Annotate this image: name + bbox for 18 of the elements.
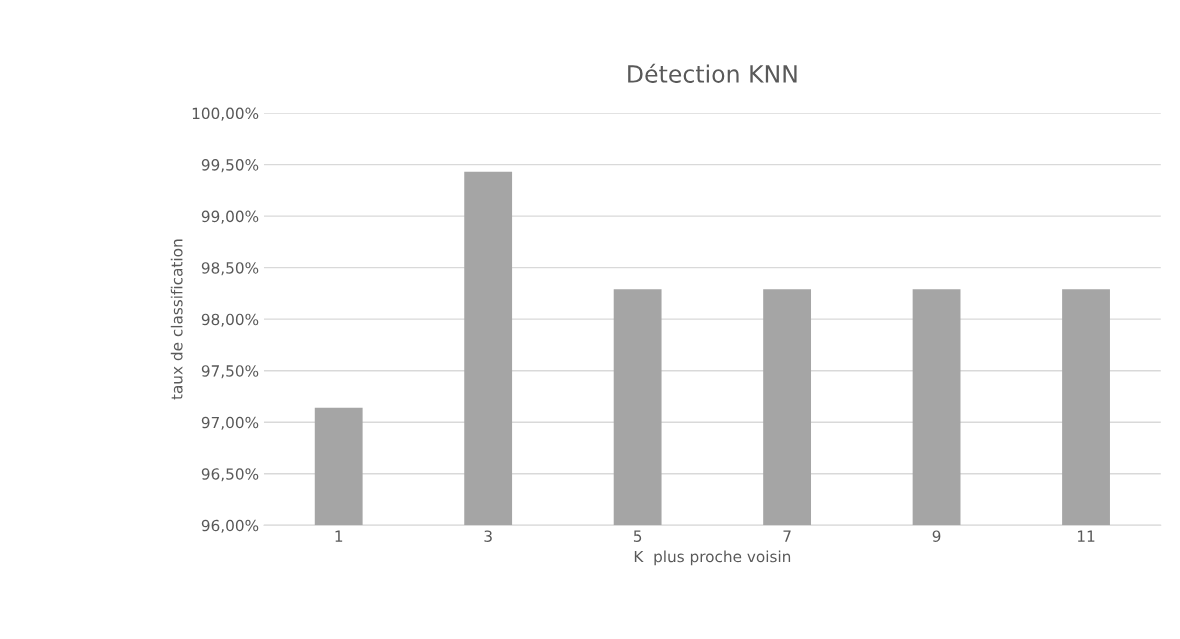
- y-tick-label: 99,00%: [201, 210, 259, 224]
- y-tick-label: 99,50%: [201, 159, 259, 173]
- y-axis-title: taux de classification: [170, 239, 183, 400]
- y-tick-label: 97,00%: [201, 416, 259, 430]
- y-tick-label: 98,50%: [201, 262, 259, 276]
- y-tick-label: 98,00%: [201, 313, 259, 327]
- y-tick-label: 96,00%: [201, 519, 259, 533]
- x-axis-title: K plus proche voisin: [634, 550, 791, 566]
- x-tick-label: 11: [1077, 530, 1095, 542]
- x-tick-label: 3: [484, 530, 492, 542]
- y-tick-label: 100,00%: [192, 107, 259, 121]
- y-tick-label: 96,50%: [201, 468, 259, 482]
- x-tick-label: 9: [932, 530, 941, 542]
- y-tick-label: 97,50%: [201, 365, 259, 379]
- x-tick-label: 1: [335, 530, 343, 542]
- chart-title: Détection KNN: [628, 63, 797, 83]
- x-tick-label: 7: [783, 530, 791, 542]
- x-tick-label: 5: [633, 530, 642, 542]
